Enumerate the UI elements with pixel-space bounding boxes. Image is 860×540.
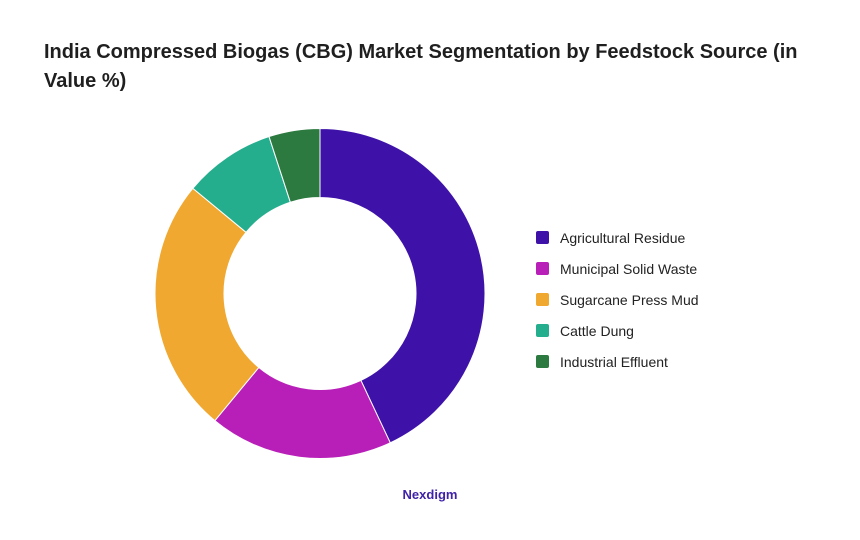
donut-slice-agricultural-residue[interactable] xyxy=(319,127,486,444)
legend-swatch xyxy=(536,324,549,337)
legend-label: Agricultural Residue xyxy=(560,229,686,246)
legend-label: Sugarcane Press Mud xyxy=(560,291,699,308)
legend-label: Municipal Solid Waste xyxy=(560,260,698,277)
legend-item[interactable]: Sugarcane Press Mud xyxy=(536,284,776,315)
donut-slice-sugarcane-press-mud[interactable] xyxy=(154,187,260,422)
donut-slices xyxy=(154,127,486,459)
legend-item[interactable]: Industrial Effluent xyxy=(536,346,776,377)
legend-item[interactable]: Agricultural Residue xyxy=(536,222,776,253)
legend-swatch xyxy=(536,262,549,275)
donut-slice-industrial-effluent[interactable] xyxy=(268,127,321,203)
legend-swatch xyxy=(536,355,549,368)
chart-title: India Compressed Biogas (CBG) Market Seg… xyxy=(44,41,798,92)
legend-label: Cattle Dung xyxy=(560,322,634,339)
legend-item[interactable]: Cattle Dung xyxy=(536,315,776,346)
brand-label: Nexdigm xyxy=(402,487,458,502)
legend-swatch xyxy=(536,293,549,306)
legend-label: Industrial Effluent xyxy=(560,353,668,370)
chart-legend: Agricultural Residue Municipal Solid Wast… xyxy=(536,222,776,377)
legend-item[interactable]: Municipal Solid Waste xyxy=(536,253,776,284)
legend-swatch xyxy=(536,231,549,244)
